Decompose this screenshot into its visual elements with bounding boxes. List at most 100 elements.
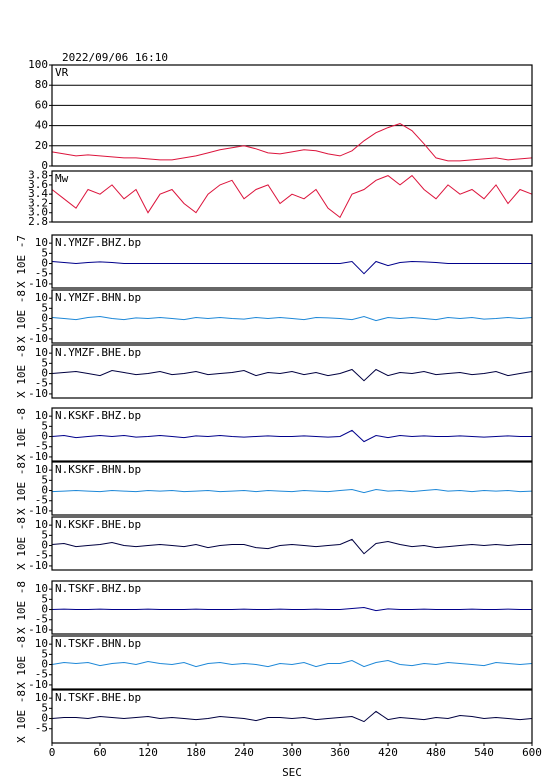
x-tick-label: 480 bbox=[426, 746, 446, 759]
y-tick-label: -10 bbox=[28, 450, 48, 463]
panel-label: Mw bbox=[55, 172, 69, 185]
panel-label: N.KSKF.BHN.bp bbox=[55, 463, 141, 476]
y-tick-label: 60 bbox=[35, 98, 48, 111]
y-tick-label: 2.8 bbox=[28, 215, 48, 228]
y-tick-label: 10 bbox=[35, 518, 48, 531]
x-tick-label: 540 bbox=[474, 746, 494, 759]
y-tick-label: 5 bbox=[41, 647, 48, 660]
panel-frame bbox=[51, 407, 533, 462]
y-tick-label: 5 bbox=[41, 592, 48, 605]
panel-frame bbox=[51, 234, 533, 289]
data-line bbox=[51, 123, 533, 162]
y-axis-label: X 10E -7 bbox=[15, 235, 28, 288]
x-tick-label: 300 bbox=[282, 746, 302, 759]
y-tick-label: 100 bbox=[28, 58, 48, 71]
y-tick-label: -5 bbox=[35, 267, 48, 280]
data-line bbox=[51, 429, 532, 443]
y-tick-label: 3.8 bbox=[28, 169, 48, 182]
y-tick-label: 0 bbox=[41, 712, 48, 725]
y-tick-label: 10 bbox=[35, 582, 48, 595]
y-axis-label: X 10E -8 bbox=[15, 636, 28, 689]
y-tick-label: 3.4 bbox=[28, 187, 48, 200]
y-tick-label: 40 bbox=[35, 119, 48, 132]
data-line bbox=[51, 606, 532, 612]
y-tick-label: 10 bbox=[35, 637, 48, 650]
y-tick-label: 0 bbox=[41, 367, 48, 380]
y-axis-label: X 10E -8 bbox=[15, 690, 28, 743]
y-axis-label: X 10E -8 bbox=[15, 290, 28, 343]
y-tick-label: 5 bbox=[41, 246, 48, 259]
y-tick-label: -5 bbox=[35, 494, 48, 507]
x-tick-label: 60 bbox=[93, 746, 106, 759]
y-tick-label: 3.6 bbox=[28, 178, 48, 191]
y-tick-label: 0 bbox=[41, 539, 48, 552]
y-axis-label: X 10E -8 bbox=[15, 462, 28, 515]
y-tick-label: 0 bbox=[41, 430, 48, 443]
y-tick-label: -5 bbox=[35, 549, 48, 562]
panel-frame bbox=[51, 516, 533, 571]
y-tick-label: 0 bbox=[41, 159, 48, 172]
panel-frame bbox=[51, 580, 533, 635]
y-tick-label: 3.2 bbox=[28, 196, 48, 209]
panel-label: N.TSKF.BHE.bp bbox=[55, 691, 141, 704]
data-line bbox=[51, 659, 533, 668]
chart-title: 2022/09/06 16:10 bbox=[62, 51, 168, 64]
x-tick-label: 420 bbox=[378, 746, 398, 759]
panel-label: N.KSKF.BHZ.bp bbox=[55, 409, 141, 422]
data-line bbox=[51, 368, 533, 382]
panel-label: N.TSKF.BHN.bp bbox=[55, 637, 141, 650]
x-tick-label: 360 bbox=[330, 746, 350, 759]
y-tick-label: -5 bbox=[35, 377, 48, 390]
x-tick-label: 0 bbox=[49, 746, 56, 759]
y-tick-label: 0 bbox=[41, 658, 48, 671]
panel-frame bbox=[51, 635, 533, 690]
y-axis-label: X 10E -8 bbox=[15, 408, 28, 461]
panel-label: N.YMZF.BHN.bp bbox=[55, 291, 141, 304]
y-tick-label: 10 bbox=[35, 409, 48, 422]
y-tick-label: -5 bbox=[35, 440, 48, 453]
x-tick-label: 180 bbox=[186, 746, 206, 759]
y-tick-label: 10 bbox=[35, 291, 48, 304]
y-tick-label: -5 bbox=[35, 613, 48, 626]
panel-frame bbox=[51, 344, 533, 399]
y-tick-label: 5 bbox=[41, 356, 48, 369]
y-tick-label: 3.0 bbox=[28, 206, 48, 219]
y-tick-label: -5 bbox=[35, 722, 48, 735]
panel-label: N.KSKF.BHE.bp bbox=[55, 518, 141, 531]
panel-label: N.TSKF.BHZ.bp bbox=[55, 582, 141, 595]
y-tick-label: -10 bbox=[28, 332, 48, 345]
y-tick-label: 5 bbox=[41, 701, 48, 714]
y-tick-label: 0 bbox=[41, 257, 48, 270]
y-tick-label: -10 bbox=[28, 504, 48, 517]
data-line bbox=[51, 260, 532, 275]
x-tick-label: 120 bbox=[138, 746, 158, 759]
y-axis-label: X 10E -8 bbox=[15, 581, 28, 634]
x-tick-label: 600 bbox=[522, 746, 542, 759]
y-tick-label: 5 bbox=[41, 528, 48, 541]
y-tick-label: 0 bbox=[41, 484, 48, 497]
y-tick-label: -10 bbox=[28, 623, 48, 636]
y-tick-label: -5 bbox=[35, 322, 48, 335]
panel-label: VR bbox=[55, 66, 69, 79]
panel-frame bbox=[51, 170, 533, 223]
data-line bbox=[51, 710, 533, 723]
y-axis-label: X 10E -8 bbox=[15, 517, 28, 570]
data-line bbox=[51, 174, 533, 219]
data-line bbox=[51, 488, 533, 494]
y-tick-label: 10 bbox=[35, 346, 48, 359]
y-axis-label: X 10E -8 bbox=[15, 345, 28, 398]
panel-label: N.YMZF.BHE.bp bbox=[55, 346, 141, 359]
x-tick-label: 240 bbox=[234, 746, 254, 759]
y-tick-label: -10 bbox=[28, 559, 48, 572]
y-tick-label: 0 bbox=[41, 603, 48, 616]
y-tick-label: -10 bbox=[28, 678, 48, 691]
y-tick-label: -10 bbox=[28, 387, 48, 400]
y-tick-label: 10 bbox=[35, 236, 48, 249]
panel-frame bbox=[51, 289, 533, 344]
x-axis-label: SEC bbox=[282, 766, 302, 779]
data-line bbox=[51, 315, 533, 322]
y-tick-label: 20 bbox=[35, 139, 48, 152]
y-tick-label: 5 bbox=[41, 301, 48, 314]
